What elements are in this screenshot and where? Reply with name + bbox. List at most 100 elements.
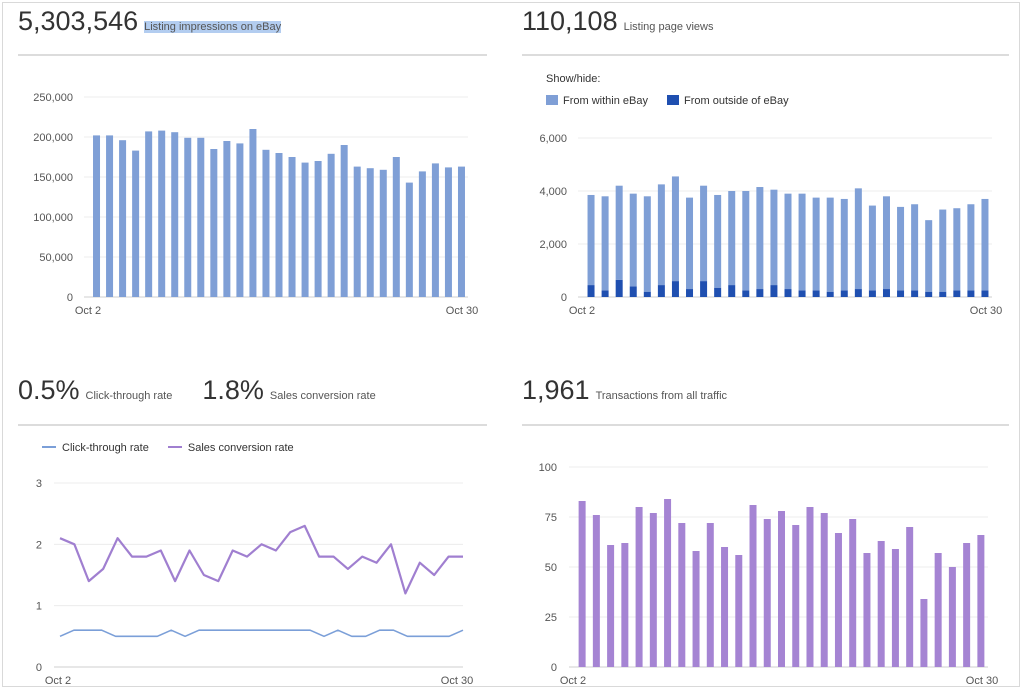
conversion-value: 1.8%	[202, 375, 264, 405]
transactions-bar	[607, 545, 615, 667]
bar-outside-ebay	[854, 289, 862, 297]
legend-item-within-ebay[interactable]: From within eBay	[546, 95, 648, 107]
bar-within-ebay	[953, 208, 961, 291]
legend-item-outside-ebay[interactable]: From outside of eBay	[667, 95, 789, 107]
transactions-bar	[664, 499, 672, 667]
x-tick-label: Oct 30	[966, 675, 998, 687]
bar-outside-ebay	[686, 289, 694, 297]
bar-within-ebay	[981, 198, 989, 291]
transactions-bar	[649, 513, 657, 667]
y-tick-label: 50	[545, 562, 557, 574]
bar-outside-ebay	[615, 279, 623, 297]
y-tick-label: 0	[36, 662, 42, 674]
legend-item-ctr[interactable]: Click-through rate	[42, 442, 149, 454]
bar-outside-ebay	[587, 285, 595, 297]
y-tick-label: 75	[545, 512, 557, 524]
y-tick-label: 150,000	[33, 172, 73, 184]
impressions-bar	[379, 169, 387, 297]
legend-item-conversion[interactable]: Sales conversion rate	[167, 442, 294, 454]
bar-within-ebay	[714, 194, 722, 288]
impressions-bar	[210, 149, 218, 297]
impressions-label[interactable]: Listing impressions on eBay	[144, 21, 282, 33]
impressions-bar	[184, 137, 192, 297]
ctr-value: 0.5%	[18, 375, 80, 405]
transactions-bar	[578, 501, 586, 667]
transactions-bar	[806, 507, 814, 667]
bar-outside-ebay	[882, 289, 890, 297]
impressions-bar	[353, 166, 361, 297]
bar-outside-ebay	[643, 291, 651, 297]
bar-within-ebay	[587, 194, 595, 286]
impressions-bar	[197, 137, 205, 297]
transactions-bar	[735, 555, 743, 667]
impressions-bar	[392, 157, 400, 297]
transactions-bar	[763, 519, 771, 667]
conversion-label: Sales conversion rate	[269, 390, 376, 402]
transactions-bar	[621, 543, 629, 667]
x-tick-label: Oct 30	[970, 305, 1002, 317]
impressions-bar	[314, 161, 322, 297]
transactions-bar	[678, 523, 686, 667]
bar-outside-ebay	[925, 291, 933, 297]
impressions-bar	[327, 153, 335, 297]
bar-outside-ebay	[868, 290, 876, 297]
transactions-bar	[977, 535, 985, 667]
transactions-bar	[877, 541, 885, 667]
y-tick-label: 2	[36, 539, 42, 551]
x-tick-label: Oct 2	[45, 675, 71, 687]
bar-within-ebay	[784, 193, 792, 290]
transactions-bar	[792, 525, 800, 667]
transactions-bar	[749, 505, 757, 667]
ctr-series-line	[59, 629, 464, 638]
transactions-bar	[721, 547, 729, 667]
transactions-bar	[834, 533, 842, 667]
bar-within-ebay	[854, 188, 862, 290]
rates-metrics: 0.5% Click-through rate 1.8% Sales conversi…	[18, 375, 406, 415]
legend-title: Show/hide:	[546, 73, 601, 85]
transactions-bar	[592, 515, 600, 667]
bar-outside-ebay	[728, 285, 736, 297]
rates-panel: 0.5% Click-through rate 1.8% Sales conversi…	[0, 345, 512, 691]
y-tick-label: 0	[67, 292, 73, 304]
bar-within-ebay	[939, 209, 947, 292]
transactions-metric: 1,961 Transactions from all traffic	[522, 375, 727, 415]
bar-outside-ebay	[840, 290, 848, 297]
ctr-metric: 0.5% Click-through rate	[18, 375, 172, 406]
ctr-label: Click-through rate	[85, 390, 173, 402]
transactions-label: Transactions from all traffic	[595, 390, 728, 402]
y-tick-label: 0	[561, 292, 567, 304]
y-tick-label: 100,000	[33, 212, 73, 224]
impressions-panel: 5,303,546 Listing impressions on eBay 0 50…	[0, 0, 512, 345]
legend-label-conversion: Sales conversion rate	[187, 442, 294, 454]
impressions-value: 5,303,546	[18, 6, 139, 36]
x-tick-label: Oct 2	[75, 305, 101, 317]
bar-within-ebay	[967, 204, 975, 291]
bar-outside-ebay	[798, 290, 806, 297]
bar-within-ebay	[742, 191, 750, 291]
y-tick-label: 100	[539, 462, 557, 474]
bar-outside-ebay	[784, 289, 792, 297]
x-tick-label: Oct 2	[560, 675, 586, 687]
y-tick-label: 2,000	[539, 239, 567, 251]
impressions-bar	[366, 168, 374, 297]
bar-outside-ebay	[939, 291, 947, 297]
impressions-bar	[340, 145, 348, 297]
bar-within-ebay	[643, 196, 651, 292]
impressions-bar	[405, 182, 413, 297]
bar-within-ebay	[615, 185, 623, 280]
bar-outside-ebay	[657, 285, 665, 297]
bar-outside-ebay	[700, 281, 708, 297]
impressions-bar	[158, 130, 166, 297]
bar-outside-ebay	[756, 289, 764, 297]
transactions-panel: 1,961 Transactions from all traffic 0 25 50…	[512, 345, 1024, 691]
legend-label-within-ebay: From within eBay	[563, 95, 648, 107]
impressions-bar	[457, 166, 465, 297]
page-views-legend: Show/hide: From within eBay From outside…	[546, 73, 805, 107]
transactions-bar	[906, 527, 914, 667]
outside-ebay-swatch	[667, 95, 680, 105]
impressions-bar	[145, 131, 153, 297]
transactions-divider	[522, 424, 1009, 426]
transactions-bar	[778, 511, 785, 667]
impressions-bar	[171, 132, 179, 297]
